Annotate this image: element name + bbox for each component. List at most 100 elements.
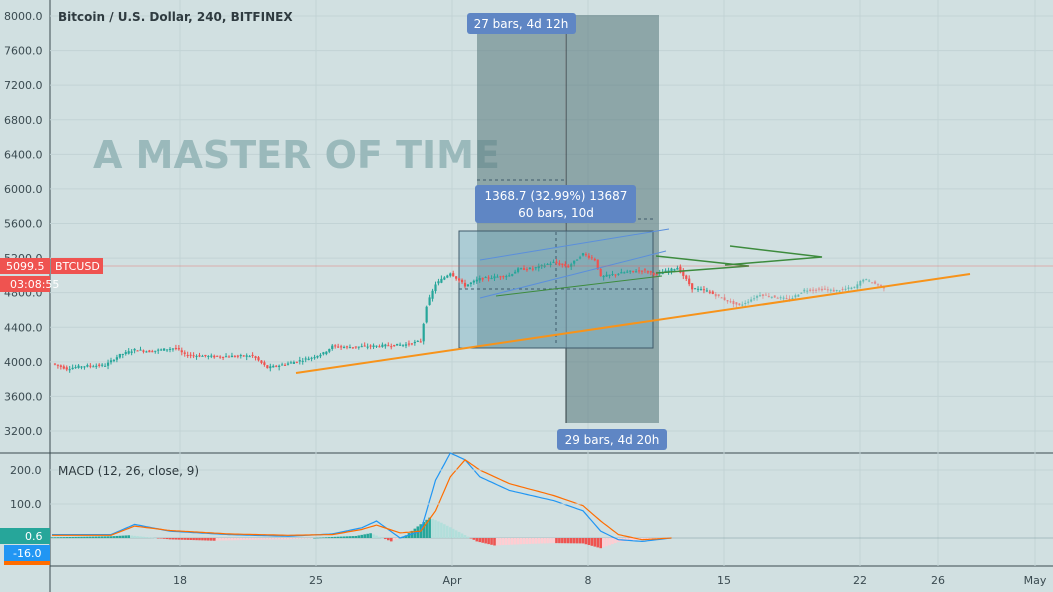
macd-histogram-bar: [487, 538, 490, 545]
macd-histogram-bar: [210, 538, 213, 541]
macd-histogram-bar: [440, 522, 443, 538]
candle-body: [814, 289, 818, 291]
candle-body: [310, 357, 313, 359]
macd-histogram-bar: [478, 538, 482, 543]
macd-histogram-bar: [230, 538, 234, 541]
candle-body: [499, 276, 502, 278]
signal-line[interactable]: [52, 459, 672, 541]
candle-body: [679, 266, 682, 273]
candle-body: [269, 366, 272, 369]
top-range-label[interactable]: 27 bars, 4d 12h: [467, 13, 576, 34]
candle-body: [130, 351, 133, 353]
price-tick-label: 4000.0: [4, 356, 43, 369]
candle-body: [101, 364, 104, 366]
candle-body: [573, 260, 576, 264]
triangle-pattern-2[interactable]: [724, 245, 823, 266]
candle-body: [673, 269, 676, 271]
ascending-trendline[interactable]: [295, 273, 971, 374]
price-tick-label: 3200.0: [4, 425, 43, 438]
price-range-text-1: 1368.7 (32.99%) 13687: [485, 189, 628, 203]
candle-body: [431, 290, 434, 299]
macd-histogram-bar: [448, 527, 452, 538]
macd-histogram-bar: [472, 538, 476, 540]
candle-body: [233, 356, 236, 358]
candle-body: [104, 365, 107, 367]
candle-body: [404, 344, 408, 346]
macd-histogram-bar: [92, 536, 95, 538]
macd-histogram-bar: [587, 538, 591, 546]
candle-body: [744, 302, 747, 304]
macd-histogram-bar: [614, 538, 617, 544]
candle-body: [838, 290, 841, 292]
macd-tick-label: 200.0: [10, 464, 42, 477]
macd-histogram-bar: [625, 538, 629, 542]
candle-body: [260, 360, 263, 363]
candle-body: [806, 290, 809, 292]
candle-body: [581, 253, 585, 256]
channel-mid-line[interactable]: [495, 275, 663, 297]
candle-body: [643, 269, 647, 271]
macd-pane[interactable]: [50, 454, 1053, 566]
candle-body: [514, 271, 517, 274]
candle-body: [640, 270, 644, 272]
macd-histogram-bar: [602, 538, 605, 548]
candle-body: [236, 355, 239, 357]
candle-body: [248, 356, 251, 358]
macd-histogram-bar: [608, 538, 611, 546]
macd-axis-ticks: 200.0 100.0: [10, 464, 1053, 511]
macd-histogram-bar: [313, 537, 316, 539]
candle-body: [292, 362, 295, 364]
candle-body: [272, 365, 275, 368]
macd-histogram-bar: [174, 538, 178, 540]
candle-body: [599, 268, 602, 277]
macd-histogram-bar: [325, 537, 328, 538]
candle-body: [871, 282, 874, 284]
time-axis[interactable]: [50, 566, 1053, 592]
candle-body: [856, 284, 859, 289]
macd-histogram-bar: [242, 538, 246, 541]
macd-histogram-bar: [263, 538, 266, 540]
channel-upper-line[interactable]: [479, 228, 670, 261]
candle-body: [334, 345, 337, 347]
candle-body: [696, 288, 700, 290]
candle-body: [239, 355, 242, 357]
macd-histogram-bar: [322, 537, 325, 538]
macd-histogram-bar: [543, 538, 546, 544]
price-tick-label: 5600.0: [4, 218, 43, 231]
bottom-range-label[interactable]: 29 bars, 4d 20h: [557, 429, 667, 450]
candle-body: [629, 270, 632, 272]
macd-histogram-bar: [466, 536, 470, 538]
candle-body: [136, 350, 139, 352]
macd-histogram-bar: [286, 538, 290, 540]
macd-histogram-bar: [100, 536, 104, 538]
macd-histogram-bar: [121, 535, 125, 538]
macd-histogram-bar: [540, 538, 543, 544]
macd-histogram-bar: [463, 535, 467, 538]
candle-body: [396, 343, 399, 346]
macd-histogram-bar: [168, 538, 172, 540]
macd-histogram-bar: [631, 538, 635, 541]
candle-body: [278, 365, 281, 368]
candle-body: [632, 270, 635, 272]
candle-body: [493, 276, 496, 279]
macd-histogram-bar: [212, 538, 216, 541]
candle-body: [80, 366, 83, 368]
candle-body: [682, 270, 685, 276]
macd-tags: 0.6 -16.0: [0, 528, 50, 565]
candle-body: [281, 364, 284, 366]
macd-histogram-bar: [375, 535, 378, 538]
channel-lower-line[interactable]: [479, 250, 667, 299]
candle-body: [342, 346, 346, 348]
macd-histogram-bar: [221, 538, 225, 541]
macd-histogram-bar: [245, 538, 248, 540]
candle-body: [812, 289, 815, 291]
macd-histogram-bar: [549, 538, 552, 544]
candle-body: [853, 286, 856, 288]
candle-body: [340, 346, 343, 348]
macd-histogram-bar: [139, 536, 142, 538]
macd-histogram-bar: [507, 538, 511, 545]
price-range-label[interactable]: 1368.7 (32.99%) 13687 60 bars, 10d: [475, 185, 636, 223]
candle-body: [635, 271, 638, 273]
candle-body: [139, 349, 142, 351]
